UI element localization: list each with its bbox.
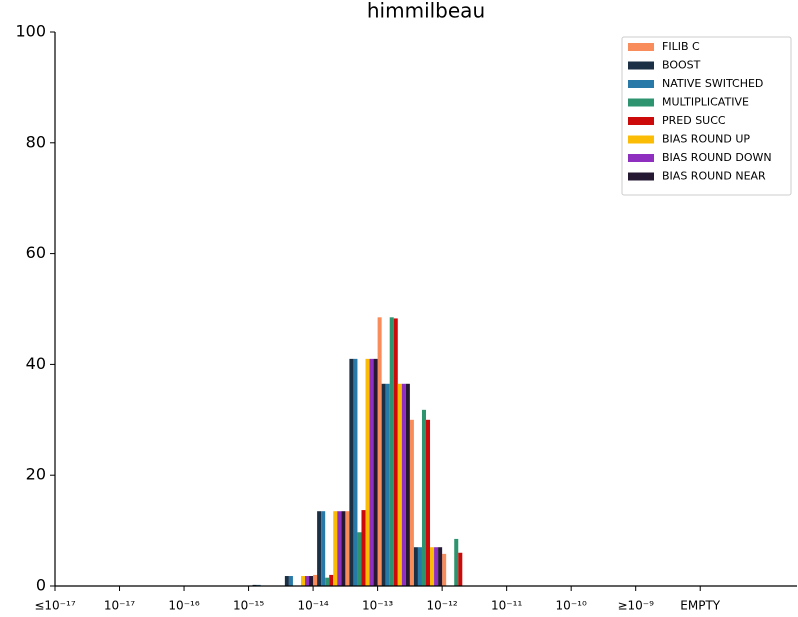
legend-label: BIAS ROUND NEAR xyxy=(662,170,766,183)
legend-swatch xyxy=(628,80,654,88)
legend-swatch xyxy=(628,117,654,125)
legend-box xyxy=(621,36,792,196)
legend-label: NATIVE SWITCHED xyxy=(662,77,763,90)
bar xyxy=(365,358,370,586)
x-tick-label: 10⁻¹¹ xyxy=(491,599,522,613)
bar xyxy=(393,318,398,586)
x-tick-label: 10⁻¹⁴ xyxy=(297,599,328,613)
legend-swatch xyxy=(628,43,654,51)
bar xyxy=(442,553,447,586)
y-tick-label: 100 xyxy=(15,22,46,41)
bar xyxy=(377,317,382,586)
y-tick-label: 80 xyxy=(26,132,46,151)
bar xyxy=(309,576,314,586)
bar xyxy=(385,383,390,586)
legend-label: PRED SUCC xyxy=(662,114,726,127)
bar xyxy=(288,576,293,586)
x-tick-label: ≥10⁻⁹ xyxy=(617,599,654,613)
x-tick-label: ≤10⁻¹⁷ xyxy=(34,599,75,613)
legend-label: FILIB C xyxy=(662,40,700,53)
bar xyxy=(353,358,358,586)
bar xyxy=(430,547,435,586)
legend-swatch xyxy=(628,61,654,70)
legend-label: BIAS ROUND UP xyxy=(662,133,750,146)
bar xyxy=(325,577,330,586)
bar xyxy=(333,511,338,586)
bar xyxy=(284,576,289,586)
x-tick-label: 10⁻¹⁰ xyxy=(556,599,587,613)
x-tick-label: 10⁻¹⁷ xyxy=(104,599,135,613)
bar xyxy=(381,383,386,586)
bar xyxy=(321,511,326,586)
legend-swatch xyxy=(628,98,654,107)
y-tick-label: 20 xyxy=(26,465,46,484)
bar xyxy=(357,532,362,586)
bar xyxy=(300,576,306,586)
legend-label: BIAS ROUND DOWN xyxy=(662,151,772,164)
bar xyxy=(345,511,350,586)
bar xyxy=(317,511,322,586)
bar xyxy=(458,552,463,586)
legend-label: BOOST xyxy=(662,59,701,72)
bar xyxy=(369,358,374,586)
x-tick-label: EMPTY xyxy=(680,599,721,613)
bar xyxy=(349,358,354,586)
bar xyxy=(337,511,342,586)
bar xyxy=(361,510,366,586)
legend-swatch xyxy=(628,172,654,181)
legend-swatch xyxy=(628,135,654,144)
bar xyxy=(413,547,418,586)
bar xyxy=(434,547,439,586)
bar xyxy=(313,574,318,586)
legend-label: MULTIPLICATIVE xyxy=(662,96,749,109)
chart-title: himmilbeau xyxy=(367,0,485,23)
bar xyxy=(401,383,406,586)
bar xyxy=(373,358,378,586)
bar xyxy=(417,547,422,586)
bar xyxy=(397,383,402,586)
legend-swatch xyxy=(628,154,654,162)
x-tick-label: 10⁻¹⁵ xyxy=(233,599,264,613)
bar xyxy=(454,538,459,586)
bar xyxy=(426,419,431,586)
bar xyxy=(305,576,310,586)
bar xyxy=(341,511,346,586)
bar xyxy=(329,574,334,586)
x-tick-label: 10⁻¹² xyxy=(427,599,458,613)
y-tick-label: 60 xyxy=(26,243,46,262)
x-tick-label: 10⁻¹⁶ xyxy=(168,599,199,613)
bar xyxy=(405,383,410,586)
bar xyxy=(389,317,394,586)
y-tick-label: 40 xyxy=(26,354,46,373)
x-tick-label: 10⁻¹³ xyxy=(362,599,393,613)
bar xyxy=(409,419,414,586)
y-tick-label: 0 xyxy=(36,576,46,595)
bar xyxy=(421,409,426,586)
bar xyxy=(438,547,443,586)
